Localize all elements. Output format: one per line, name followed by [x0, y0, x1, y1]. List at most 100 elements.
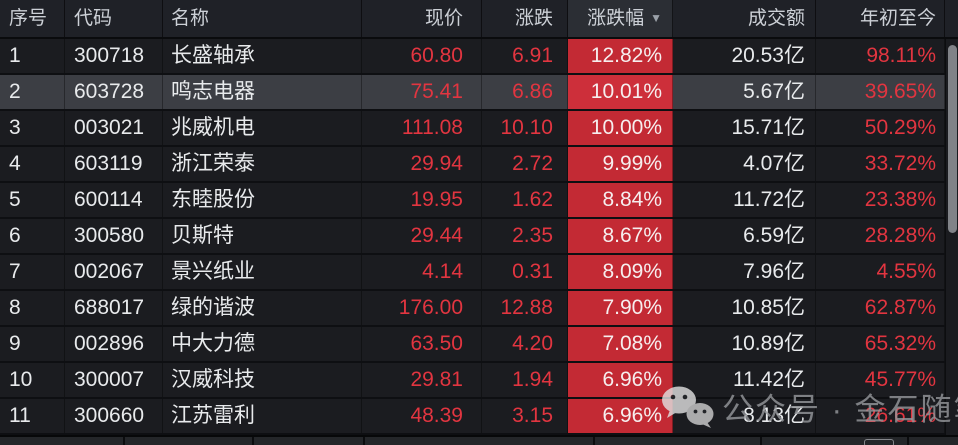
cell-ytd: 33.72%	[816, 147, 945, 181]
cell-change: 2.35	[482, 219, 568, 253]
cell-turnover: 10.85亿	[673, 291, 816, 325]
table-row[interactable]: 11 300660 江苏雷利 48.39 3.15 6.96% 8.13亿 26…	[0, 399, 945, 435]
cell-seq: 5	[0, 183, 65, 217]
cell-price: 75.41	[362, 75, 482, 109]
cell-code: 603728	[65, 75, 163, 109]
cell-change-pct: 6.96%	[568, 363, 673, 397]
cell-turnover: 5.67亿	[673, 75, 816, 109]
cell-price: 63.50	[362, 327, 482, 361]
cell-code: 300660	[65, 399, 163, 433]
table-row[interactable]: 9 002896 中大力德 63.50 4.20 7.08% 10.89亿 65…	[0, 327, 945, 363]
cell-change-pct: 9.99%	[568, 147, 673, 181]
cell-ytd: 65.32%	[816, 327, 945, 361]
cell-change: 6.91	[482, 39, 568, 73]
col-header-turnover[interactable]: 成交额	[673, 0, 816, 37]
cell-price: 19.95	[362, 183, 482, 217]
cell-ytd: 28.28%	[816, 219, 945, 253]
cell-code: 600114	[65, 183, 163, 217]
cell-name: 长盛轴承	[163, 39, 362, 73]
cell-turnover: 6.59亿	[673, 219, 816, 253]
cell-name: 中大力德	[163, 327, 362, 361]
cell-seq: 6	[0, 219, 65, 253]
table-row[interactable]: 8 688017 绿的谐波 176.00 12.88 7.90% 10.85亿 …	[0, 291, 945, 327]
cell-change-pct: 8.84%	[568, 183, 673, 217]
table-header-row: 序号 代码 名称 现价 涨跌 涨跌幅 ▼ 成交额 年初至今	[0, 0, 945, 39]
col-header-code[interactable]: 代码	[65, 0, 163, 37]
col-header-change-pct-label: 涨跌幅	[587, 8, 645, 29]
table-row[interactable]: 7 002067 景兴纸业 4.14 0.31 8.09% 7.96亿 4.55…	[0, 255, 945, 291]
cell-turnover: 11.72亿	[673, 183, 816, 217]
cell-price: 29.44	[362, 219, 482, 253]
cell-name: 东睦股份	[163, 183, 362, 217]
col-header-ytd[interactable]: 年初至今	[816, 0, 945, 37]
cell-price: 176.00	[362, 291, 482, 325]
header-corner	[945, 0, 958, 39]
strip-divider	[123, 437, 125, 445]
table-row[interactable]: 3 003021 兆威机电 111.08 10.10 10.00% 15.71亿…	[0, 111, 945, 147]
table-body: 1 300718 长盛轴承 60.80 6.91 12.82% 20.53亿 9…	[0, 39, 958, 435]
cell-price: 60.80	[362, 39, 482, 73]
cell-seq: 4	[0, 147, 65, 181]
col-header-name[interactable]: 名称	[163, 0, 362, 37]
cell-ytd: 62.87%	[816, 291, 945, 325]
table-row[interactable]: 1 300718 长盛轴承 60.80 6.91 12.82% 20.53亿 9…	[0, 39, 945, 75]
table-row[interactable]: 10 300007 汉威科技 29.81 1.94 6.96% 11.42亿 4…	[0, 363, 945, 399]
table-row[interactable]: 4 603119 浙江荣泰 29.94 2.72 9.99% 4.07亿 33.…	[0, 147, 945, 183]
cell-change-pct: 8.67%	[568, 219, 673, 253]
cell-ytd: 50.29%	[816, 111, 945, 145]
cell-code: 603119	[65, 147, 163, 181]
cell-ytd: 39.65%	[816, 75, 945, 109]
table-row[interactable]: 6 300580 贝斯特 29.44 2.35 8.67% 6.59亿 28.2…	[0, 219, 945, 255]
table-row[interactable]: 2 603728 鸣志电器 75.41 6.86 10.01% 5.67亿 39…	[0, 75, 945, 111]
vertical-scrollbar-thumb[interactable]	[948, 45, 957, 233]
cell-seq: 8	[0, 291, 65, 325]
cell-change-pct: 10.00%	[568, 111, 673, 145]
col-header-seq[interactable]: 序号	[0, 0, 65, 37]
cell-turnover: 11.42亿	[673, 363, 816, 397]
cell-code: 300580	[65, 219, 163, 253]
cell-turnover: 7.96亿	[673, 255, 816, 289]
cell-seq: 10	[0, 363, 65, 397]
cell-change-pct: 10.01%	[568, 75, 673, 109]
cell-change: 4.20	[482, 327, 568, 361]
col-header-change[interactable]: 涨跌	[482, 0, 568, 37]
vertical-scrollbar-track[interactable]	[945, 39, 958, 435]
cell-seq: 1	[0, 39, 65, 73]
cell-code: 688017	[65, 291, 163, 325]
cell-change-pct: 6.96%	[568, 399, 673, 433]
cell-name: 贝斯特	[163, 219, 362, 253]
strip-divider	[252, 437, 254, 445]
cell-change: 3.15	[482, 399, 568, 433]
cell-ytd: 26.61%	[816, 399, 945, 433]
table-row[interactable]: 5 600114 东睦股份 19.95 1.62 8.84% 11.72亿 23…	[0, 183, 945, 219]
cell-change-pct: 7.90%	[568, 291, 673, 325]
strip-widget	[864, 439, 894, 445]
cell-ytd: 98.11%	[816, 39, 945, 73]
cell-seq: 2	[0, 75, 65, 109]
cell-code: 002067	[65, 255, 163, 289]
col-header-price[interactable]: 现价	[362, 0, 482, 37]
cell-code: 003021	[65, 111, 163, 145]
strip-divider	[593, 437, 595, 445]
cell-change: 1.94	[482, 363, 568, 397]
sort-descending-icon: ▼	[650, 11, 662, 25]
cell-turnover: 15.71亿	[673, 111, 816, 145]
col-header-change-pct[interactable]: 涨跌幅 ▼	[568, 0, 673, 37]
strip-divider	[907, 437, 909, 445]
strip-divider	[760, 437, 762, 445]
cell-price: 48.39	[362, 399, 482, 433]
cell-price: 4.14	[362, 255, 482, 289]
cell-name: 鸣志电器	[163, 75, 362, 109]
cell-name: 浙江荣泰	[163, 147, 362, 181]
cell-turnover: 20.53亿	[673, 39, 816, 73]
cell-name: 兆威机电	[163, 111, 362, 145]
cell-change: 6.86	[482, 75, 568, 109]
cell-change-pct: 8.09%	[568, 255, 673, 289]
cell-name: 江苏雷利	[163, 399, 362, 433]
cell-change: 2.72	[482, 147, 568, 181]
cell-change: 12.88	[482, 291, 568, 325]
cell-code: 300007	[65, 363, 163, 397]
cell-seq: 3	[0, 111, 65, 145]
cell-code: 002896	[65, 327, 163, 361]
